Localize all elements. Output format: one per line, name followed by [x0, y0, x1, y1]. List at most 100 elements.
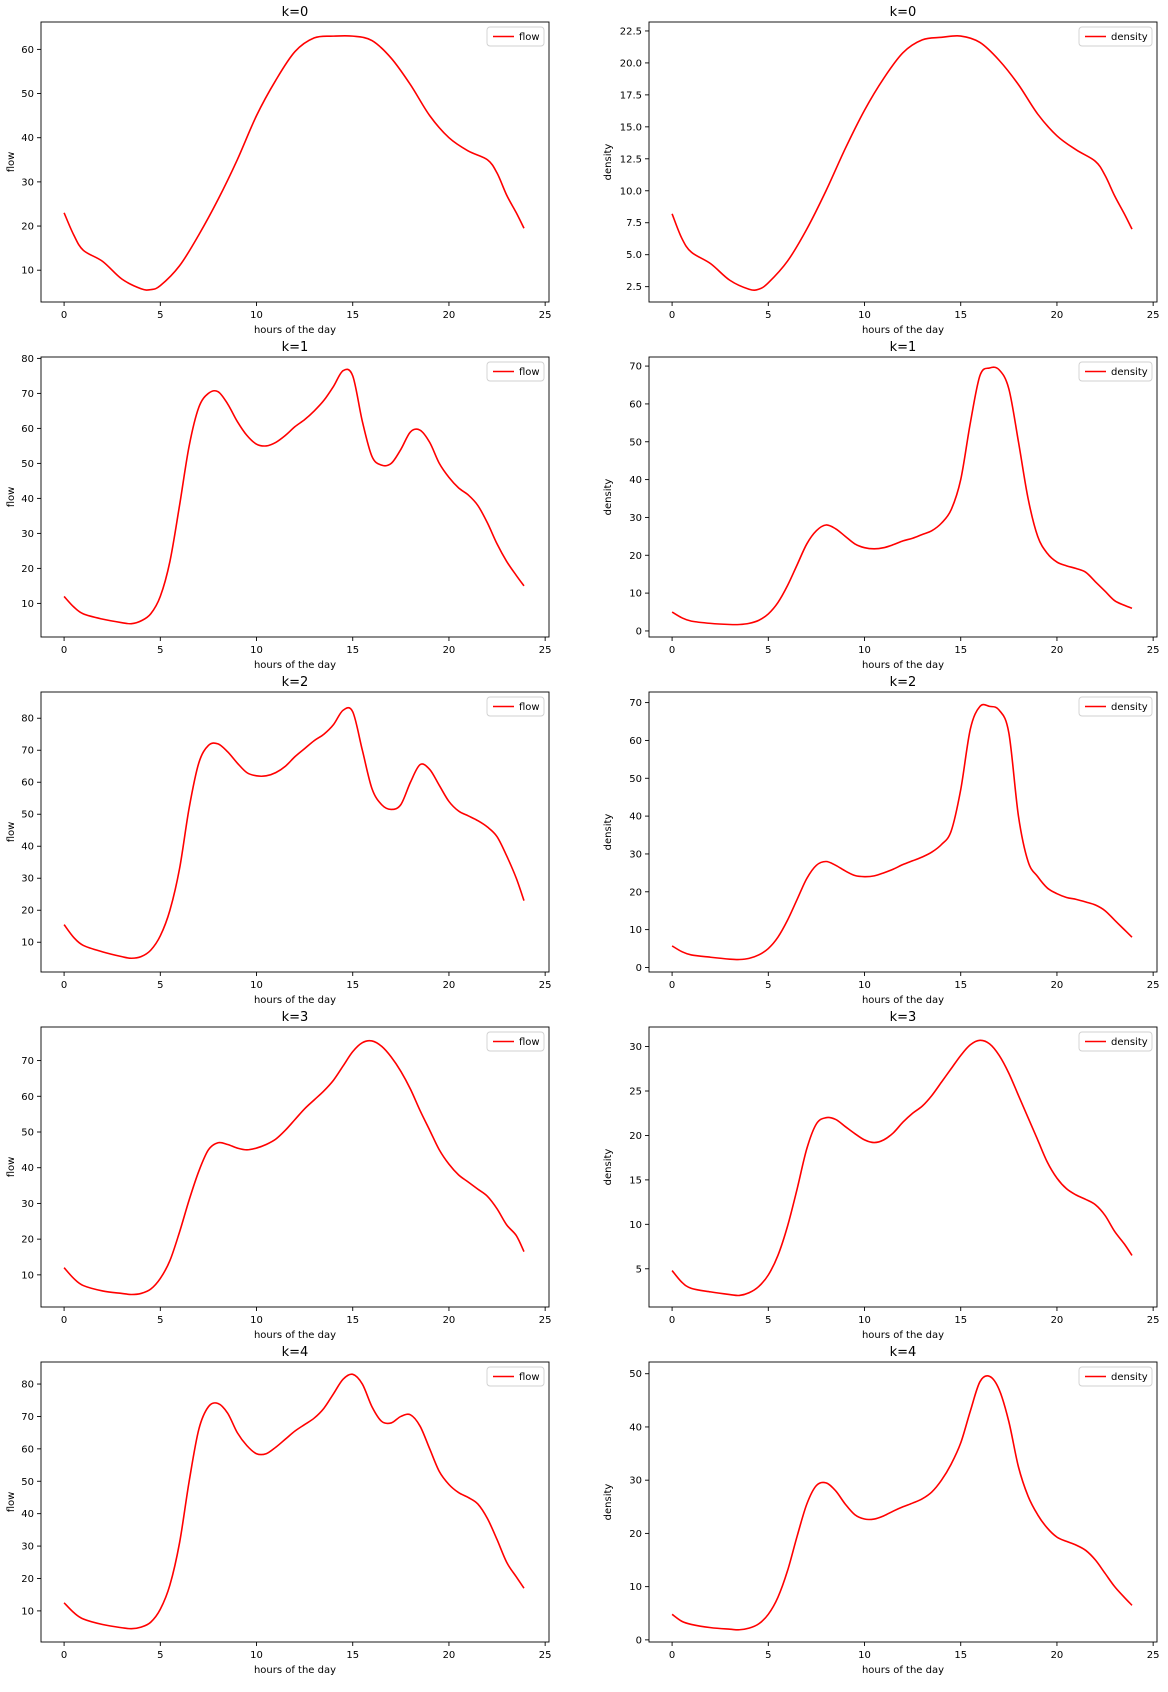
x-tick-label: 20 [443, 1315, 456, 1326]
x-tick-label: 0 [669, 310, 675, 321]
series-line-flow [63, 1039, 525, 1296]
x-axis-label: hours of the day [254, 325, 336, 336]
y-tick-label: 20 [629, 551, 642, 562]
chart-panel-5: k=2 0 5 10 15 20 25 0 10 20 30 40 50 60 70 hours of the… [603, 675, 1160, 1006]
plot-frame [648, 356, 1158, 638]
legend: density [1078, 361, 1153, 382]
plot-frame [648, 1361, 1158, 1643]
legend-label: flow [519, 702, 540, 713]
legend-box [486, 1366, 545, 1387]
x-tick-label: 20 [1051, 310, 1064, 321]
x-tick-label: 5 [765, 1315, 771, 1326]
y-tick-label: 50 [629, 1369, 642, 1380]
y-tick-label: 50 [21, 1477, 34, 1488]
x-axis-label: hours of the day [254, 1665, 336, 1676]
y-tick-label: 5.0 [626, 250, 642, 261]
x-tick-label: 25 [1147, 980, 1160, 991]
chart-panel-7: k=3 0 5 10 15 20 25 5 10 15 20 25 30 hours of the day… [603, 1010, 1160, 1341]
y-tick-label: 10 [21, 1270, 34, 1281]
x-tick-label: 25 [1147, 310, 1160, 321]
legend-box [1078, 696, 1153, 717]
x-tick-label: 10 [250, 1650, 263, 1661]
y-axis-label: density [603, 144, 614, 181]
y-tick-label: 60 [21, 1444, 34, 1455]
x-tick-label: 5 [765, 1650, 771, 1661]
y-axis-label: flow [6, 822, 17, 843]
chart-panel-3: k=1 0 5 10 15 20 25 0 10 20 30 40 50 60 70 hours of the… [603, 340, 1160, 671]
y-tick-label: 40 [21, 1163, 34, 1174]
x-tick-label: 20 [443, 310, 456, 321]
y-tick-label: 22.5 [620, 26, 642, 37]
y-tick-label: 30 [21, 874, 34, 885]
x-tick-label: 20 [443, 1650, 456, 1661]
legend-label: density [1111, 32, 1148, 43]
y-tick-label: 30 [21, 1199, 34, 1210]
x-tick-label: 20 [1051, 1315, 1064, 1326]
x-tick-label: 20 [443, 980, 456, 991]
y-tick-label: 50 [21, 89, 34, 100]
y-tick-label: 40 [629, 475, 642, 486]
y-tick-label: 50 [629, 774, 642, 785]
plot-frame [40, 1026, 550, 1308]
y-tick-label: 0 [636, 1635, 642, 1646]
y-tick-label: 60 [21, 1092, 34, 1103]
y-tick-label: 10.0 [620, 186, 642, 197]
series-line-flow [63, 368, 525, 625]
x-tick-label: 25 [539, 1315, 552, 1326]
x-tick-label: 0 [61, 310, 67, 321]
y-axis-label: flow [6, 152, 17, 173]
x-tick-label: 15 [954, 1315, 967, 1326]
y-axis-label: flow [6, 1157, 17, 1178]
series-line-density [671, 703, 1133, 961]
y-tick-label: 20 [629, 1131, 642, 1142]
legend: density [1078, 1366, 1153, 1387]
plot-frame [648, 1026, 1158, 1308]
x-tick-label: 15 [954, 310, 967, 321]
y-tick-label: 10 [21, 599, 34, 610]
x-tick-label: 20 [443, 645, 456, 656]
y-tick-label: 60 [629, 399, 642, 410]
series-line-flow [63, 34, 525, 291]
chart-panel-2: k=1 0 5 10 15 20 25 10 20 30 40 50 60 70 80 hours of th… [6, 340, 552, 671]
x-tick-label: 15 [346, 980, 359, 991]
x-tick-label: 0 [669, 1650, 675, 1661]
series-line-flow [63, 706, 525, 960]
y-tick-label: 60 [21, 45, 34, 56]
plot-frame [648, 21, 1158, 303]
series-line-density [671, 366, 1133, 626]
y-tick-label: 40 [21, 133, 34, 144]
legend: density [1078, 26, 1153, 47]
plot-frame [40, 691, 550, 973]
y-tick-label: 10 [629, 1582, 642, 1593]
x-tick-label: 15 [954, 980, 967, 991]
y-tick-label: 60 [629, 736, 642, 747]
legend-label: flow [519, 1372, 540, 1383]
x-tick-label: 0 [61, 1315, 67, 1326]
x-tick-label: 15 [346, 1315, 359, 1326]
y-tick-label: 70 [21, 746, 34, 757]
legend: density [1078, 696, 1153, 717]
chart-panel-0: k=0 0 5 10 15 20 25 10 20 30 40 50 60 hours of the da… [6, 5, 552, 336]
plot-frame [648, 691, 1158, 973]
series-line-density [671, 1375, 1133, 1631]
y-tick-label: 10 [21, 266, 34, 277]
x-tick-label: 5 [765, 980, 771, 991]
legend: flow [486, 1366, 545, 1387]
y-tick-label: 70 [21, 1412, 34, 1423]
y-tick-label: 15.0 [620, 122, 642, 133]
y-tick-label: 50 [629, 437, 642, 448]
chart-panel-6: k=3 0 5 10 15 20 25 10 20 30 40 50 60 70 hours of the … [6, 1010, 552, 1341]
y-tick-label: 30 [21, 1542, 34, 1553]
y-tick-label: 20 [21, 1235, 34, 1246]
y-tick-label: 30 [21, 529, 34, 540]
chart-panel-9: k=4 0 5 10 15 20 25 0 10 20 30 40 50 hours of the day… [603, 1345, 1160, 1676]
x-tick-label: 25 [1147, 1315, 1160, 1326]
y-tick-label: 60 [21, 778, 34, 789]
x-tick-label: 5 [157, 980, 163, 991]
plot-frame [40, 21, 550, 303]
x-tick-label: 10 [250, 980, 263, 991]
y-tick-label: 5 [636, 1264, 642, 1275]
x-tick-label: 0 [669, 1315, 675, 1326]
y-tick-label: 20.0 [620, 58, 642, 69]
